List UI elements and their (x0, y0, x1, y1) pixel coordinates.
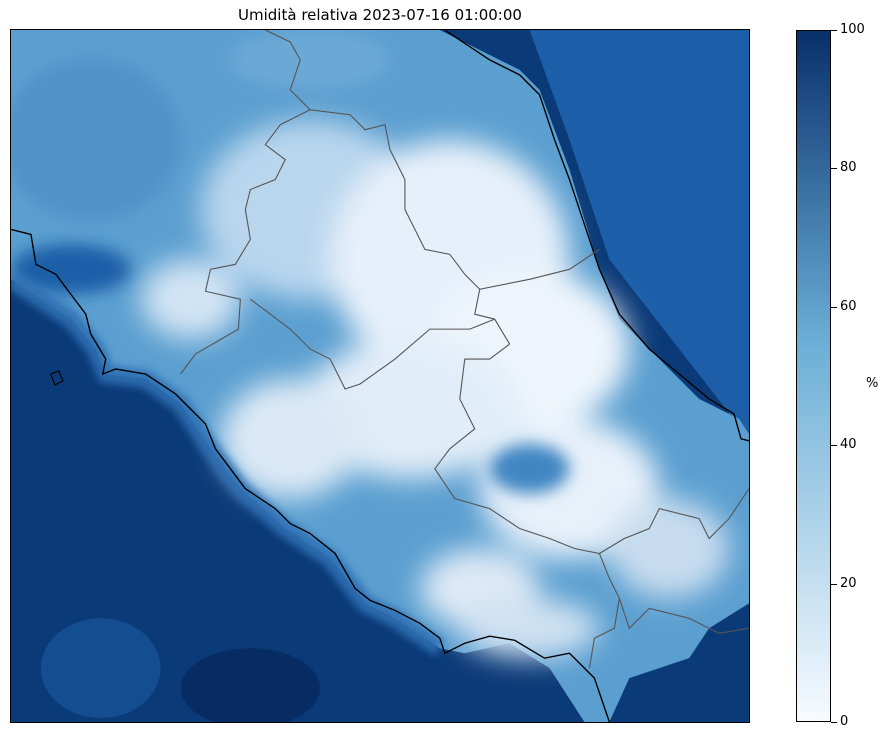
colorbar-tick-label: 60 (840, 298, 857, 314)
colorbar-tick (831, 722, 837, 723)
humidity-map (10, 29, 750, 723)
dry-zones (140, 119, 730, 659)
colorbar-tick (831, 168, 837, 170)
sea-deep-patch (180, 648, 321, 722)
colorbar-tick-label: 100 (840, 22, 865, 37)
colorbar-tick-label: 80 (840, 160, 857, 176)
region-borders (180, 30, 749, 669)
coastal-band (11, 271, 445, 656)
colorbar-tick-label: 0 (840, 714, 849, 729)
island-outline (50, 370, 64, 386)
coastline-adriatic (444, 30, 749, 442)
colorbar-unit-label: % (866, 376, 879, 391)
colorbar-tick (831, 30, 837, 31)
colorbar-tick-label: 20 (840, 575, 857, 591)
sea-patch (40, 618, 161, 719)
map-canvas (11, 30, 749, 722)
map-title: Umidità relativa 2023-07-16 01:00:00 (238, 6, 522, 24)
humid-pockets (11, 30, 570, 494)
colorbar-tick (831, 306, 837, 308)
colorbar-tick (831, 445, 837, 447)
coastline-tyrrhenian (11, 228, 611, 722)
colorbar-tick (831, 583, 837, 585)
colorbar (796, 30, 831, 722)
adriatic-sea (529, 30, 749, 439)
colorbar-tick-label: 40 (840, 437, 857, 453)
